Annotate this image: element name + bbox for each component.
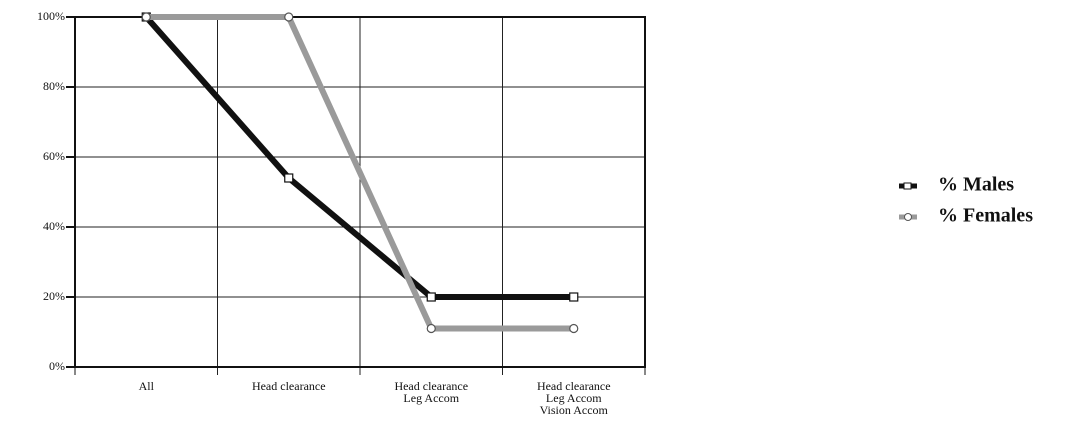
x-tick-label: Head clearance: [252, 379, 326, 393]
x-tick-label-line: All: [139, 379, 155, 393]
series-line: [146, 14, 574, 332]
y-tick-label: 20%: [43, 289, 65, 303]
point-marker: [426, 323, 436, 334]
point-marker: [284, 12, 294, 22]
y-tick-label: 100%: [37, 9, 65, 23]
point-marker: [141, 12, 151, 22]
x-tick-label: Head clearance Leg Accom: [394, 379, 468, 405]
y-tick-label: 60%: [43, 149, 65, 163]
x-tick-label-line: Head clearance: [537, 379, 611, 393]
legend-marker: [903, 182, 912, 190]
series-line: [144, 15, 574, 300]
x-tick-label-line: Leg Accom: [546, 391, 602, 405]
point-marker: [569, 292, 579, 302]
x-tick-label: Head clearance Leg Accom Vision Accom: [537, 379, 611, 417]
y-tick-label: 80%: [43, 79, 65, 93]
x-tick-label-line: Vision Accom: [540, 403, 609, 417]
x-tick-label-line: Head clearance: [252, 379, 326, 393]
y-tick-label: 40%: [43, 219, 65, 233]
legend-label: % Females: [938, 205, 1033, 227]
y-tick-label: 0%: [49, 359, 65, 373]
plot-frame: [74, 16, 646, 368]
point-marker: [569, 323, 579, 334]
x-tick-label-line: Head clearance: [394, 379, 468, 393]
x-tick-label: All: [139, 379, 155, 393]
x-tick-label-line: Leg Accom: [403, 391, 459, 405]
point-marker: [284, 173, 294, 183]
point-marker: [426, 292, 436, 302]
legend-label: % Males: [938, 174, 1014, 196]
legend-marker: [904, 213, 912, 221]
